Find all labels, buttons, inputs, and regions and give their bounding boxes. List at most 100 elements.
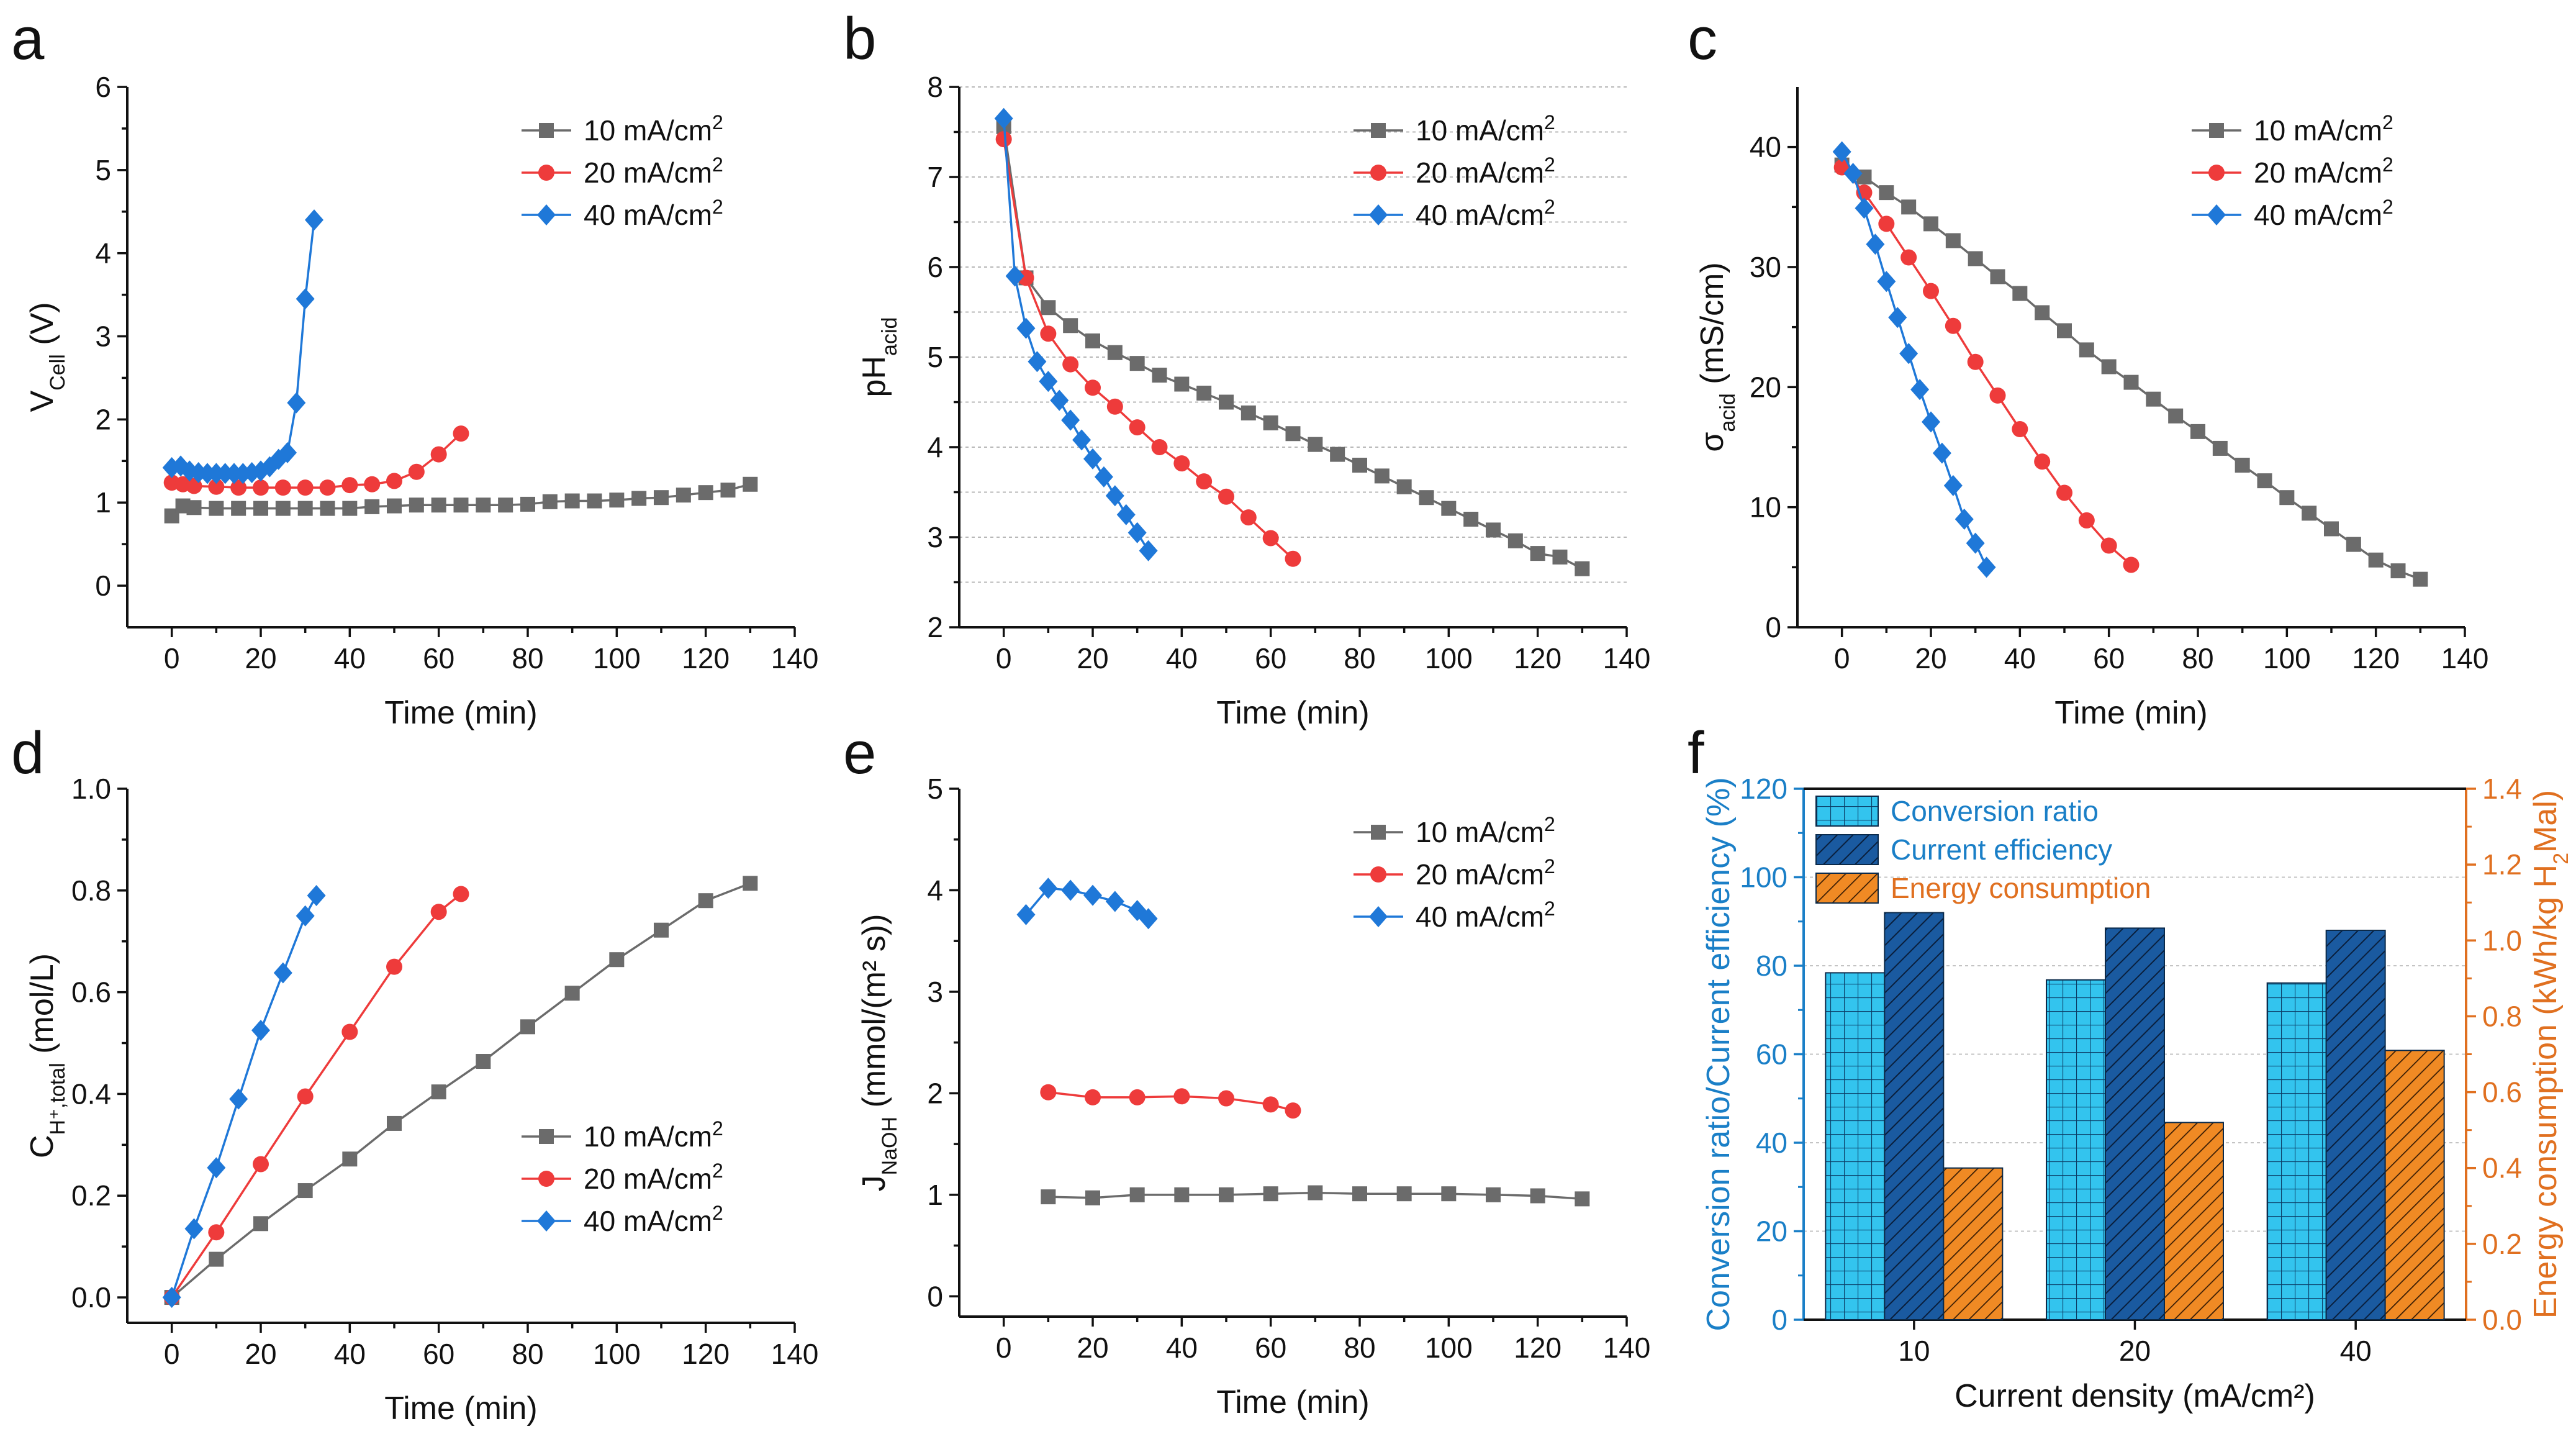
legend-marker-c <box>2209 123 2224 138</box>
legend-label-superscript: 2 <box>1544 897 1555 920</box>
x-tick-label-e: 100 <box>1425 1332 1473 1364</box>
data-point-d-0 <box>476 1054 491 1069</box>
legend-label-f-1: Current efficiency <box>1891 833 2112 866</box>
legend-label-c: 20 mA/cm2 <box>2254 153 2393 189</box>
data-point-b-0 <box>1530 546 1545 561</box>
data-point-d-2 <box>229 1088 248 1110</box>
y-tick-label-left-f: 60 <box>1756 1038 1787 1071</box>
data-point-b-1 <box>1196 473 1213 490</box>
x-tick-label-c: 100 <box>2263 642 2311 674</box>
x-axis-title-b: Time (min) <box>1216 695 1370 731</box>
data-point-b-1 <box>1218 488 1234 505</box>
data-point-b-0 <box>1463 512 1479 527</box>
legend-label-e: 40 mA/cm2 <box>1416 897 1555 933</box>
data-point-c-0 <box>2212 440 2228 456</box>
legend-label-b: 20 mA/cm2 <box>1416 153 1555 189</box>
data-point-a-0 <box>275 501 291 516</box>
data-point-b-0 <box>1396 479 1412 494</box>
data-point-b-1 <box>1085 379 1101 396</box>
data-point-a-0 <box>676 488 691 503</box>
y-tick-label-d: 0.8 <box>71 874 111 907</box>
x-axis-title-c: Time (min) <box>2054 695 2208 731</box>
data-point-c-2 <box>1843 163 1863 184</box>
y-axis-title-a-part-2: (V) <box>24 302 60 354</box>
x-tick-label-d: 140 <box>771 1338 819 1370</box>
y-axis-title-c-part-2: (mS/cm) <box>1694 262 1730 393</box>
chart-d: 0 20 40 60 80 100 120 140 0.0 0.2 0.4 0.6 0.8 1.0 Time… <box>24 773 818 1427</box>
y-tick-label-a: 2 <box>95 403 111 435</box>
x-tick-label-e: 20 <box>1077 1332 1108 1364</box>
data-point-c-2 <box>1832 141 1851 163</box>
legend-label-text: 20 mA/cm <box>1416 858 1544 891</box>
y-axis-title-a-part-0: V <box>24 391 60 412</box>
x-tick-label-c: 140 <box>2441 642 2489 674</box>
legend-label-a: 10 mA/cm2 <box>584 111 723 147</box>
x-tick-label-b: 60 <box>1255 642 1286 674</box>
data-point-c-0 <box>1923 216 1938 232</box>
data-point-a-0 <box>654 490 669 506</box>
legend-swatch-f-0 <box>1815 796 1879 827</box>
data-point-d-2 <box>296 905 315 927</box>
legend-label-superscript: 2 <box>2382 196 2393 218</box>
data-point-d-2 <box>162 1287 181 1309</box>
y-axis-title-c-part-0: σ <box>1694 432 1730 452</box>
data-point-c-0 <box>1879 185 1894 201</box>
data-point-a-0 <box>698 485 713 501</box>
panel-label-b: b <box>843 6 876 72</box>
y-tick-label-right-f: 1.4 <box>2482 773 2522 805</box>
data-point-c-0 <box>2101 359 2117 374</box>
data-point-a-2 <box>305 209 323 231</box>
bar-1-0 <box>1884 912 1945 1320</box>
x-axis-title-a: Time (min) <box>384 695 538 731</box>
data-point-b-0 <box>1330 447 1345 462</box>
legend-label-superscript: 2 <box>1544 855 1555 878</box>
y-tick-label-e: 4 <box>927 874 943 906</box>
data-point-c-2 <box>1955 509 1974 530</box>
y-axis-title-e-part-1: NaOH <box>878 1117 902 1175</box>
data-point-a-0 <box>387 498 402 514</box>
x-tick-label-a: 40 <box>334 642 366 674</box>
x-tick-label-a: 100 <box>593 642 641 674</box>
panel-label-a: a <box>11 6 45 72</box>
x-tick-label-a: 0 <box>164 642 180 674</box>
data-point-b-1 <box>1129 419 1146 436</box>
data-point-c-0 <box>1945 233 1961 248</box>
y-tick-label-right-f: 0.4 <box>2482 1152 2522 1184</box>
data-point-e-2 <box>1016 904 1036 925</box>
data-point-c-2 <box>1943 474 1963 496</box>
data-point-c-2 <box>1888 307 1907 329</box>
legend-label-b: 10 mA/cm2 <box>1416 111 1555 147</box>
data-point-c-2 <box>1922 411 1940 433</box>
data-point-b-2 <box>1016 317 1036 339</box>
data-point-b-2 <box>1061 409 1080 431</box>
series-line-d-2 <box>171 895 318 1298</box>
data-point-e-1 <box>1129 1089 1146 1105</box>
y-tick-label-right-f: 1.0 <box>2482 924 2522 956</box>
data-point-b-1 <box>995 131 1012 148</box>
data-point-e-2 <box>1083 884 1102 906</box>
legend-label-text: 10 mA/cm <box>584 114 712 147</box>
data-point-c-1 <box>1967 353 1984 370</box>
x-tick-label-b: 20 <box>1077 642 1108 674</box>
x-tick-label-d: 40 <box>334 1338 366 1370</box>
data-point-a-0 <box>542 494 558 509</box>
legend-marker-d <box>537 1210 556 1232</box>
series-line-e-1 <box>1048 1091 1293 1112</box>
x-tick-label-b: 120 <box>1514 642 1561 674</box>
data-point-b-0 <box>1352 458 1367 473</box>
y-axis-title-c-part-1: acid <box>1716 393 1740 432</box>
x-axis-title-d: Time (min) <box>384 1391 538 1427</box>
data-point-a-1 <box>408 463 425 480</box>
x-tick-label-c: 20 <box>1915 642 1946 674</box>
data-point-c-0 <box>2190 424 2205 439</box>
data-point-b-0 <box>1419 490 1434 506</box>
data-point-c-0 <box>2012 286 2028 301</box>
data-point-c-0 <box>2368 552 2384 568</box>
data-point-c-0 <box>2413 571 2428 587</box>
y-tick-label-b: 2 <box>927 611 943 643</box>
legend-marker-b <box>1371 123 1386 138</box>
y-tick-label-a: 1 <box>95 486 111 519</box>
data-point-b-0 <box>1219 394 1234 410</box>
legend-label-superscript: 2 <box>712 111 723 134</box>
data-point-c-1 <box>1878 216 1895 232</box>
